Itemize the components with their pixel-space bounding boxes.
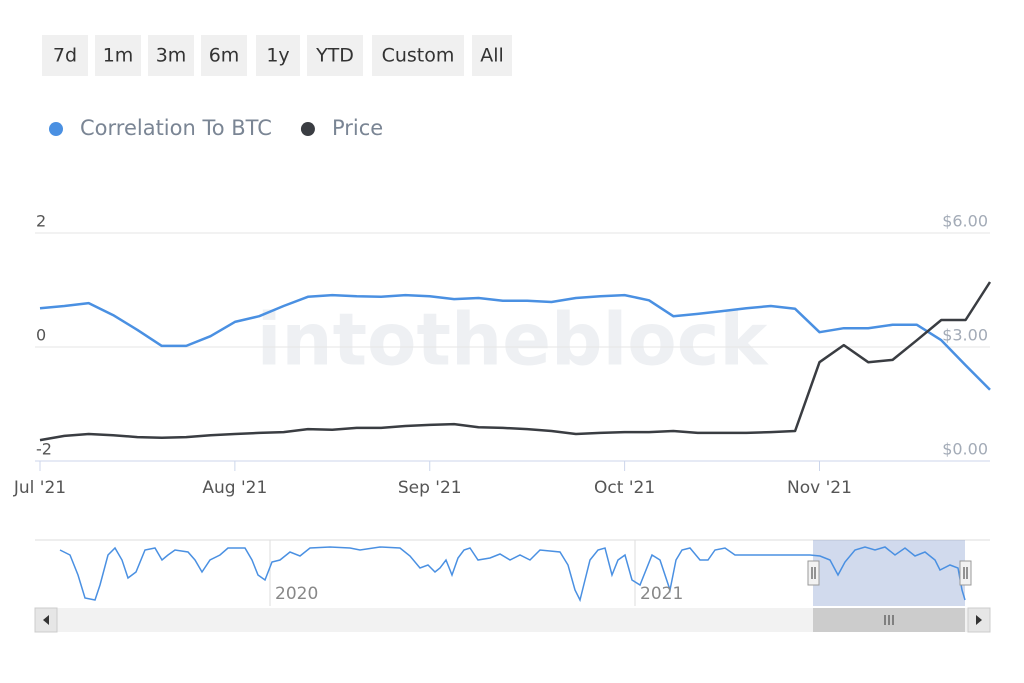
range-button[interactable]: [307, 35, 363, 76]
x-tick-label: Jul '21: [13, 478, 66, 498]
y-tick-label: -2: [36, 440, 52, 459]
range-button[interactable]: [372, 35, 464, 76]
legend-marker[interactable]: [49, 122, 63, 136]
legend-label[interactable]: Price: [332, 116, 383, 140]
range-button-label[interactable]: 3m: [156, 45, 187, 67]
x-tick-label: Nov '21: [787, 478, 852, 498]
range-selector: 7d 1m 3m 6m 1y YTD Custom All: [42, 35, 512, 76]
range-button-label[interactable]: 6m: [209, 45, 240, 67]
y2-tick-label: $6.00: [942, 212, 988, 231]
y-tick-label: 2: [36, 212, 46, 231]
x-tick-label: Sep '21: [398, 478, 462, 498]
y2-tick-label: $3.00: [942, 326, 988, 345]
legend-marker[interactable]: [300, 122, 315, 136]
range-button-label[interactable]: 1m: [103, 45, 134, 67]
range-button-label[interactable]: Custom: [382, 45, 455, 67]
scrollbar: [34, 607, 991, 633]
plot: -2 0 2 $0.00 $3.00 $6.00 Jul '21 Aug '21 Sep '21…: [13, 212, 992, 498]
navigator-label: 2020: [275, 584, 318, 604]
legend-label[interactable]: Correlation To BTC: [80, 116, 272, 140]
range-button-label[interactable]: 1y: [266, 45, 289, 67]
range-button[interactable]: [95, 35, 141, 76]
series-line: [39, 281, 992, 442]
navigator-label: 2021: [640, 584, 683, 604]
range-button-label[interactable]: All: [480, 45, 504, 67]
x-tick-label: Oct '21: [594, 478, 655, 498]
range-button[interactable]: [256, 35, 300, 76]
navigator-handle[interactable]: [959, 560, 972, 586]
y2-tick-label: $0.00: [942, 440, 988, 459]
navigator-handle[interactable]: [807, 560, 820, 586]
x-tick-label: Aug '21: [202, 478, 267, 498]
range-button[interactable]: [148, 35, 194, 76]
range-button[interactable]: [201, 35, 247, 76]
range-button[interactable]: [42, 35, 88, 76]
legend: Correlation To BTC Price: [49, 116, 383, 140]
y-tick-label: 0: [36, 326, 46, 345]
navigator-series: [59, 546, 966, 603]
watermark: intotheblock: [257, 298, 770, 382]
range-button[interactable]: [472, 35, 512, 76]
series-line: [39, 293, 991, 391]
range-button-label[interactable]: YTD: [315, 45, 354, 67]
navigator: 2020 2021: [35, 539, 990, 606]
range-button-label[interactable]: 7d: [53, 45, 77, 67]
